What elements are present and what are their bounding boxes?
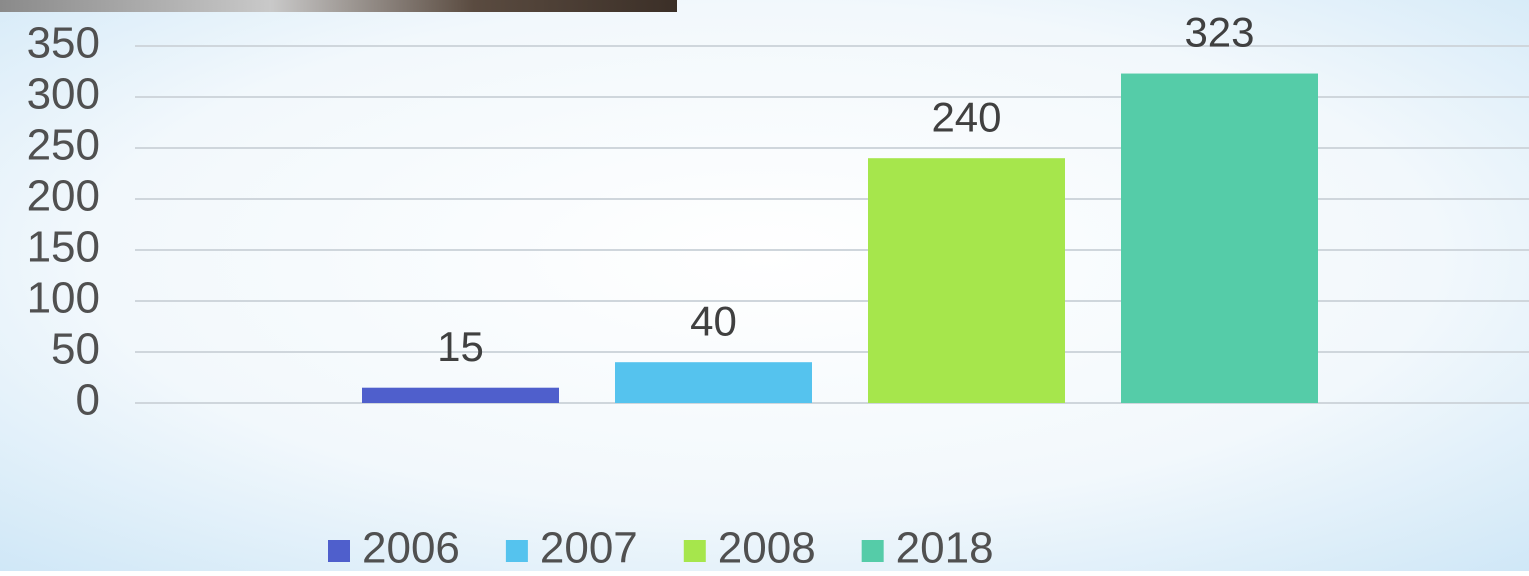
legend-label: 2008	[718, 524, 816, 571]
y-tick-label: 200	[27, 172, 100, 221]
y-tick-label: 50	[51, 325, 100, 374]
bar	[362, 388, 559, 403]
y-tick-label: 350	[27, 19, 100, 68]
y-tick-label: 0	[76, 376, 100, 425]
data-label: 323	[1184, 9, 1254, 56]
legend-label: 2007	[540, 524, 638, 571]
data-label: 240	[931, 93, 1001, 140]
photo-edge	[0, 0, 677, 12]
legend-swatch	[506, 540, 528, 562]
y-tick-label: 100	[27, 274, 100, 323]
legend-label: 2006	[362, 524, 460, 571]
chart: 050100150200250300350 15 40 240 323 2006 2007 2…	[0, 0, 1529, 571]
y-tick-label: 300	[27, 70, 100, 119]
legend-swatch	[328, 540, 350, 562]
bar	[1121, 74, 1318, 403]
bar	[868, 158, 1065, 403]
legend-label: 2018	[896, 524, 994, 571]
legend-swatch	[684, 540, 706, 562]
bar	[615, 362, 812, 403]
y-tick-label: 150	[27, 223, 100, 272]
data-label: 40	[690, 297, 737, 344]
legend-swatch	[862, 540, 884, 562]
y-tick-label: 250	[27, 121, 100, 170]
data-label: 15	[437, 323, 484, 370]
